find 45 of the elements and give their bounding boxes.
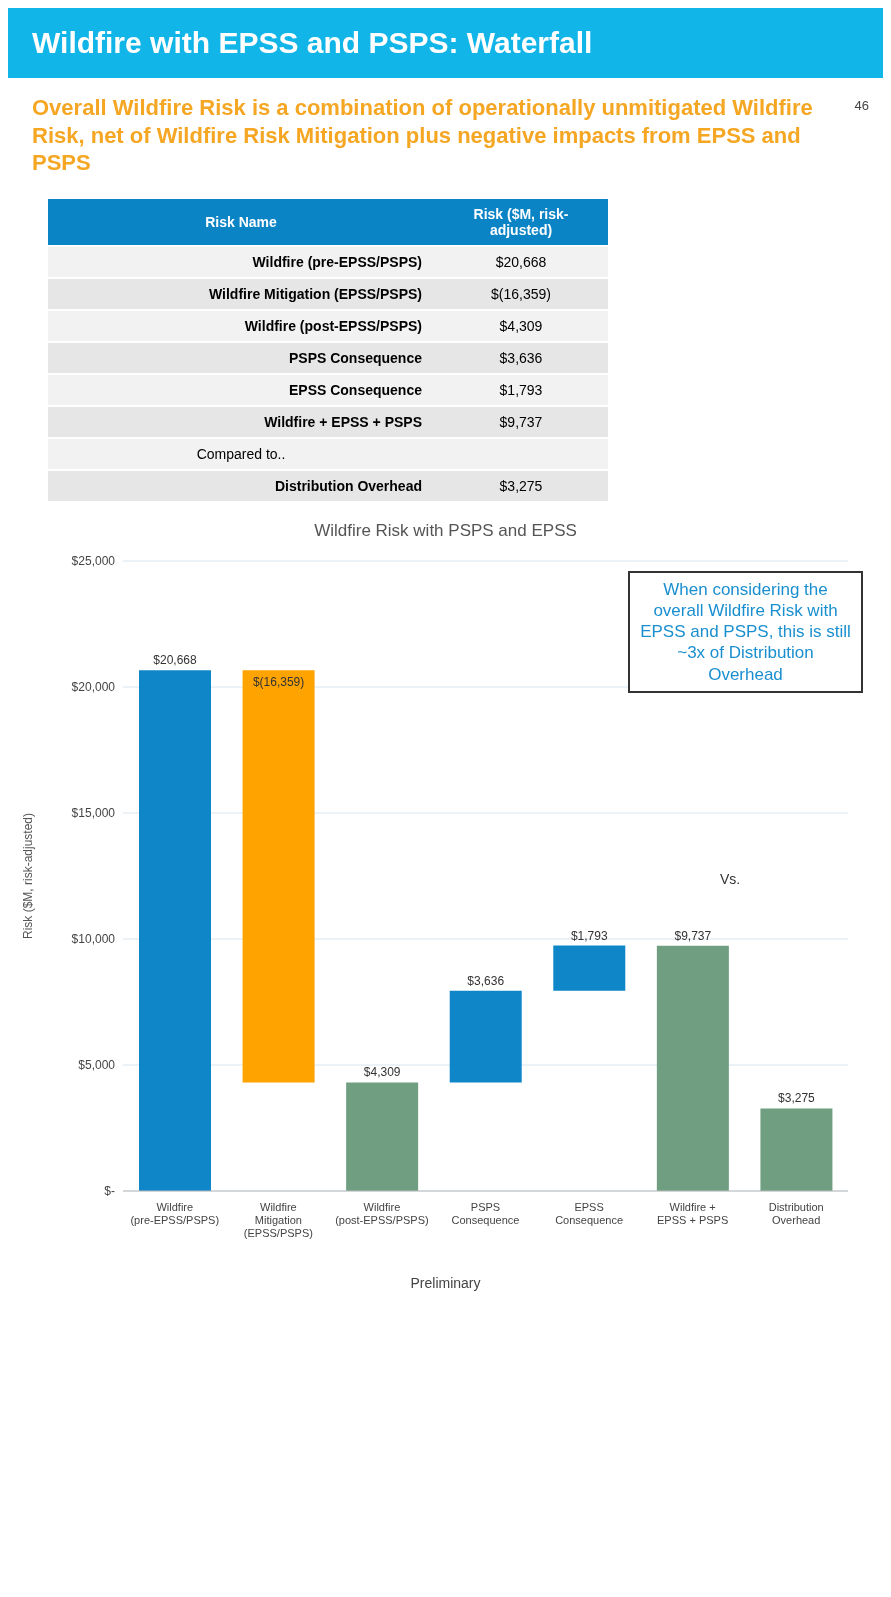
annotation: Vs.: [720, 870, 741, 887]
category-label: Wildfire (post-EPSS/PSPS): [244, 317, 422, 334]
annotation: When considering the overall Wildfire Risk with EPSS and PSPS, this is still ~3x of Distribution Overhead: [628, 570, 863, 693]
x-tick-label: Wildfire (post-EPSS/PSPS): [335, 1200, 429, 1226]
y-tick-label: $10,000: [71, 931, 116, 946]
text: $(16,359): [491, 285, 551, 302]
y-tick-label: $20,000: [71, 679, 116, 694]
data-label: $(16,359): [252, 674, 305, 689]
y-tick-label: $-: [104, 1183, 115, 1198]
text: 46: [854, 98, 869, 113]
text: $1,793: [499, 381, 543, 398]
text: $20,668: [495, 253, 547, 270]
data-label: $9,737: [674, 928, 712, 943]
text: Risk ($M, risk-adjusted): [434, 198, 608, 246]
x-tick-label: EPSS Consequence: [555, 1200, 624, 1226]
y-tick-label: $15,000: [71, 805, 116, 820]
data-label: $3,636: [467, 973, 505, 988]
chart-title: Wildfire with EPSS and PSPS: Waterfall: [8, 8, 883, 78]
y-tick-label: $5,000: [78, 1057, 116, 1072]
x-tick-label: Wildfire Mitigation (EPSS/PSPS): [243, 1200, 313, 1239]
x-tick-label: Distribution Overhead: [768, 1200, 824, 1226]
text: Risk Name: [48, 198, 434, 246]
category-label: Wildfire Mitigation (EPSS/PSPS): [208, 285, 422, 302]
category-label: Wildfire + EPSS + PSPS: [264, 413, 422, 430]
category-label: Distribution Overhead: [274, 477, 422, 494]
text: $4,309: [499, 317, 543, 334]
category-label: PSPS Consequence: [288, 349, 422, 366]
data-label: $3,275: [778, 1090, 816, 1105]
chart-subtitle: Overall Wildfire Risk is a combination of operationally unmitigated Wildfire Risk, net of Wildfire Risk Mitigation plus negative impacts from EPSS and PSPS: [32, 95, 813, 175]
y-tick-label: $25,000: [71, 553, 116, 568]
x-tick-label: Wildfire + EPSS + PSPS: [657, 1200, 729, 1226]
text: $3,636: [499, 349, 543, 366]
x-tick-label: Wildfire (pre-EPSS/PSPS): [130, 1200, 220, 1226]
data-label: $20,668: [153, 652, 198, 667]
category-label: EPSS Consequence: [288, 381, 422, 398]
text: Wildfire Risk with PSPS and EPSS: [313, 520, 578, 541]
text: $3,275: [499, 477, 543, 494]
text: Compared to..: [48, 437, 434, 470]
text: $9,737: [499, 413, 543, 430]
data-label: $4,309: [363, 1064, 401, 1079]
x-tick-label: PSPS Consequence: [451, 1200, 520, 1226]
y-axis-title: Risk ($M, risk-adjusted): [21, 812, 36, 939]
text: Preliminary: [409, 1274, 482, 1291]
category-label: Wildfire (pre-EPSS/PSPS): [252, 253, 422, 270]
data-label: $1,793: [570, 928, 608, 943]
